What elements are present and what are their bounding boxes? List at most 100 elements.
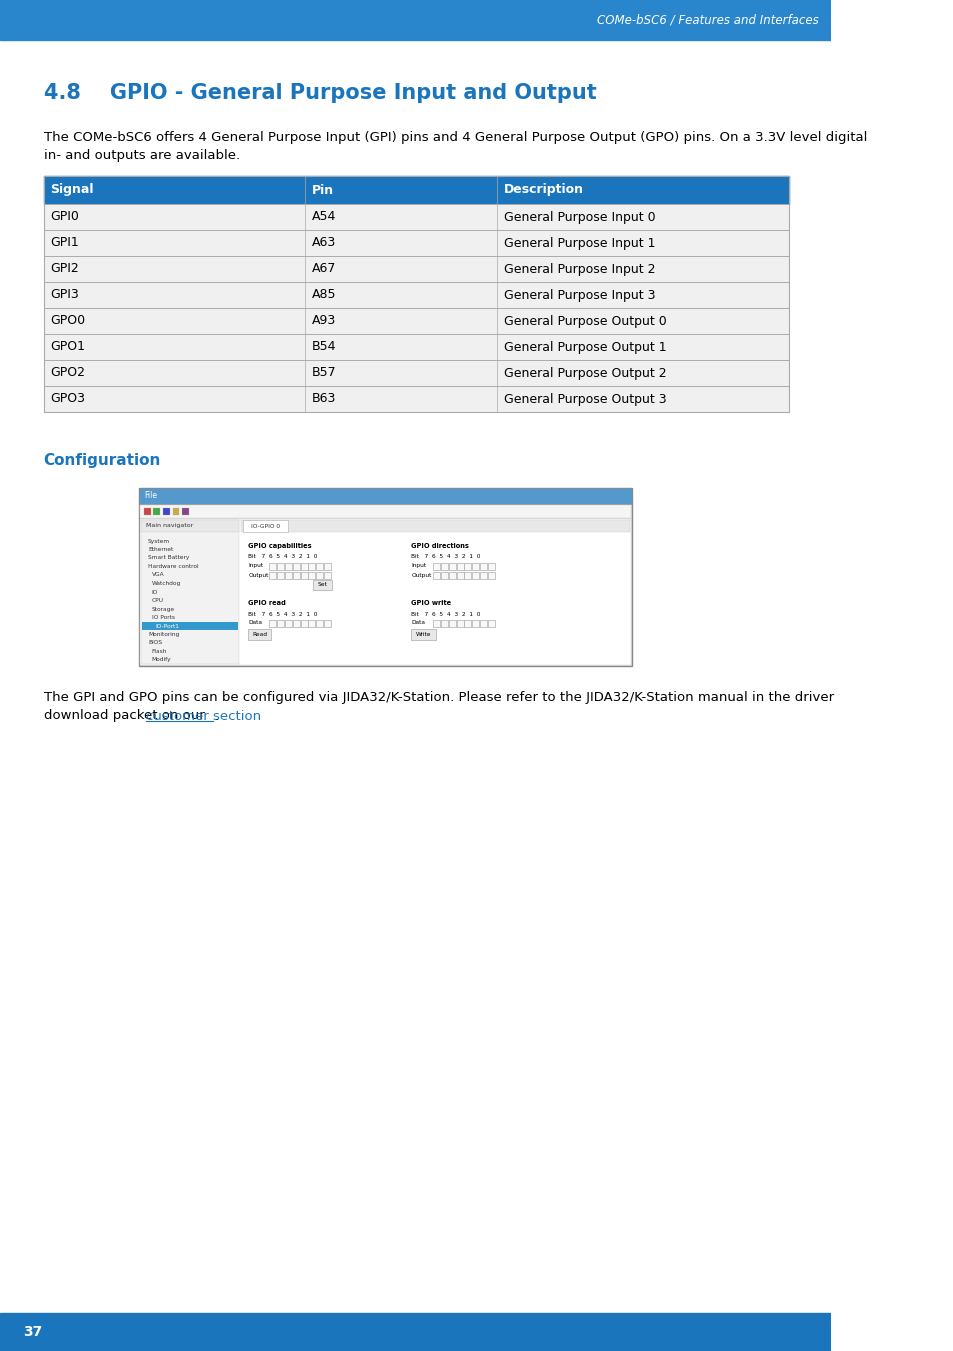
Text: Main navigator: Main navigator <box>146 523 193 528</box>
Bar <box>324 620 331 627</box>
Text: General Purpose Input 1: General Purpose Input 1 <box>503 236 655 250</box>
Text: File: File <box>145 492 157 500</box>
Text: customer section: customer section <box>146 709 260 723</box>
Text: A67: A67 <box>312 262 336 276</box>
Bar <box>448 620 456 627</box>
Bar <box>285 563 292 570</box>
Bar <box>269 620 276 627</box>
Bar <box>316 563 323 570</box>
Text: Data: Data <box>248 620 262 626</box>
Text: A63: A63 <box>312 236 335 250</box>
Text: download packet on our: download packet on our <box>44 709 209 723</box>
Bar <box>285 571 292 580</box>
Bar <box>0 0 830 41</box>
Bar <box>153 508 160 515</box>
Bar <box>440 571 447 580</box>
Text: Output: Output <box>411 573 431 577</box>
Text: Watchdog: Watchdog <box>152 581 181 586</box>
Text: General Purpose Output 1: General Purpose Output 1 <box>503 340 665 354</box>
Text: B54: B54 <box>312 340 336 354</box>
Text: GPI0: GPI0 <box>51 211 79 223</box>
Bar <box>293 571 299 580</box>
Text: Modify: Modify <box>152 658 171 662</box>
Bar <box>241 520 629 532</box>
Bar <box>44 282 788 308</box>
Bar <box>276 563 284 570</box>
Text: GPO1: GPO1 <box>51 340 86 354</box>
Bar <box>140 505 630 517</box>
Text: Output: Output <box>248 573 269 577</box>
Bar <box>472 563 478 570</box>
Text: COMe-bSC6 / Features and Interfaces: COMe-bSC6 / Features and Interfaces <box>597 14 819 27</box>
Bar <box>456 571 463 580</box>
Text: GPIO write: GPIO write <box>411 600 451 607</box>
Text: GPO3: GPO3 <box>51 393 86 405</box>
Text: Bit   7  6  5  4  3  2  1  0: Bit 7 6 5 4 3 2 1 0 <box>248 554 317 559</box>
Text: Read: Read <box>252 631 267 636</box>
Text: Signal: Signal <box>51 184 94 196</box>
Bar <box>293 620 299 627</box>
Bar <box>308 571 315 580</box>
Text: Input: Input <box>248 563 263 569</box>
Bar <box>144 508 151 515</box>
Bar <box>411 630 436 640</box>
Bar <box>276 620 284 627</box>
Text: Bit   7  6  5  4  3  2  1  0: Bit 7 6 5 4 3 2 1 0 <box>411 554 480 559</box>
Bar <box>0 1313 830 1351</box>
Bar <box>44 359 788 386</box>
Bar <box>472 620 478 627</box>
Text: Ethernet: Ethernet <box>148 547 173 553</box>
Text: Bit   7  6  5  4  3  2  1  0: Bit 7 6 5 4 3 2 1 0 <box>248 612 317 616</box>
Bar <box>464 563 471 570</box>
Text: General Purpose Output 0: General Purpose Output 0 <box>503 315 665 327</box>
Text: Bit   7  6  5  4  3  2  1  0: Bit 7 6 5 4 3 2 1 0 <box>411 612 480 616</box>
Bar <box>308 563 315 570</box>
Bar <box>456 620 463 627</box>
Bar <box>324 563 331 570</box>
Bar <box>293 563 299 570</box>
Text: General Purpose Input 3: General Purpose Input 3 <box>503 289 655 301</box>
Text: CPU: CPU <box>152 598 163 603</box>
Text: IO: IO <box>152 589 158 594</box>
Bar <box>44 176 788 204</box>
Text: Data: Data <box>411 620 425 626</box>
Text: Smart Battery: Smart Battery <box>148 555 190 561</box>
Bar <box>316 620 323 627</box>
Text: System: System <box>148 539 170 543</box>
Bar <box>139 488 631 504</box>
Text: GPI1: GPI1 <box>51 236 79 250</box>
Bar <box>300 563 307 570</box>
Bar <box>464 620 471 627</box>
Bar <box>433 563 439 570</box>
Bar <box>440 563 447 570</box>
Text: A85: A85 <box>312 289 336 301</box>
Text: GPIO capabilities: GPIO capabilities <box>248 543 312 549</box>
Bar <box>44 255 788 282</box>
Text: General Purpose Input 2: General Purpose Input 2 <box>503 262 655 276</box>
Bar <box>182 508 189 515</box>
Text: Input: Input <box>411 563 426 569</box>
Text: Set: Set <box>317 582 327 588</box>
Text: GPI2: GPI2 <box>51 262 79 276</box>
Bar <box>456 563 463 570</box>
Text: Pin: Pin <box>312 184 334 196</box>
Bar <box>479 563 487 570</box>
Text: Configuration: Configuration <box>44 453 161 467</box>
Bar <box>324 571 331 580</box>
Text: General Purpose Output 3: General Purpose Output 3 <box>503 393 665 405</box>
Bar <box>472 571 478 580</box>
Bar <box>141 520 238 532</box>
Text: Storage: Storage <box>152 607 174 612</box>
Text: VGA: VGA <box>152 573 164 577</box>
Text: 4.8    GPIO - General Purpose Input and Output: 4.8 GPIO - General Purpose Input and Out… <box>44 82 596 103</box>
Bar <box>44 308 788 334</box>
Bar <box>300 571 307 580</box>
Text: in- and outputs are available.: in- and outputs are available. <box>44 150 239 162</box>
Bar <box>243 520 288 532</box>
Bar <box>487 571 495 580</box>
Bar <box>313 580 332 590</box>
Bar <box>142 621 237 630</box>
Bar <box>269 563 276 570</box>
Bar <box>163 508 170 515</box>
Text: Description: Description <box>503 184 583 196</box>
